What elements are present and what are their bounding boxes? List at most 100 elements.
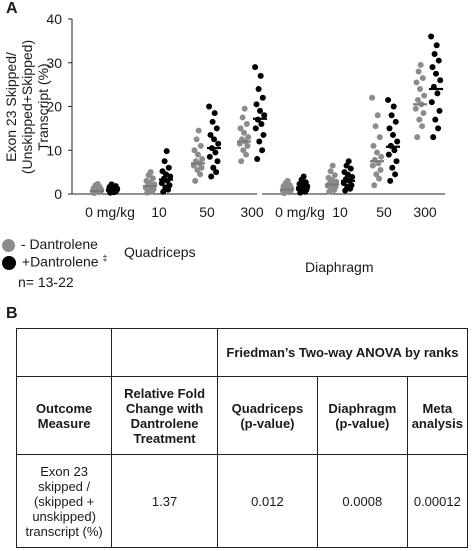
point-plus-dantrolene [428,99,435,106]
legend-minus-dantrolene: - Dantrolene [2,236,98,252]
point-plus-dantrolene [388,112,395,119]
point-minus-dantrolene [331,172,338,179]
point-plus-dantrolene [212,149,219,156]
point-minus-dantrolene [143,177,150,184]
x-tick-label: 50 [376,204,392,220]
y-axis-label-line: Exon 23 Skipped/ [3,52,19,162]
point-plus-dantrolene [391,147,398,154]
point-plus-dantrolene [259,147,266,154]
point-plus-dantrolene [211,110,218,117]
point-plus-dantrolene [300,173,307,180]
point-plus-dantrolene [435,125,442,132]
y-tick-label: 0 [54,186,62,202]
point-minus-dantrolene [197,142,204,149]
point-minus-dantrolene [412,105,419,112]
point-plus-dantrolene [345,158,352,165]
point-minus-dantrolene [197,171,204,178]
point-minus-dantrolene [374,112,381,119]
panel-a-label: A [6,0,18,17]
point-minus-dantrolene [199,156,206,162]
point-minus-dantrolene [374,149,380,156]
point-minus-dantrolene [195,151,201,158]
point-minus-dantrolene [378,153,385,160]
point-plus-dantrolene [435,57,442,64]
point-minus-dantrolene [327,168,334,175]
point-minus-dantrolene [371,182,378,189]
point-minus-dantrolene [377,166,384,173]
point-plus-dantrolene [341,169,348,176]
point-plus-dantrolene [256,138,263,145]
point-minus-dantrolene [284,177,291,184]
point-minus-dantrolene [376,134,383,141]
point-minus-dantrolene [419,75,426,82]
point-minus-dantrolene [243,151,250,158]
point-minus-dantrolene [191,147,198,154]
point-plus-dantrolene [394,138,401,145]
legend-plus-label: +Dantrolene [21,253,99,270]
point-plus-dantrolene [432,116,439,123]
friedman-header: Friedman’s Two-way ANOVA by ranks [216,328,469,377]
point-plus-dantrolene [252,64,259,71]
point-plus-dantrolene [429,64,436,71]
point-plus-dantrolene [254,156,261,162]
y-tick-label: 30 [46,55,62,71]
point-plus-dantrolene [161,158,168,165]
point-plus-dantrolene [428,33,435,40]
point-plus-dantrolene [390,103,397,110]
x-tick-label: 50 [199,204,215,220]
point-minus-dantrolene [325,174,332,181]
point-plus-dantrolene [392,118,399,125]
point-minus-dantrolene [369,94,376,101]
y-axis-label: Exon 23 Skipped/(Unskipped+Skipped)Trans… [3,40,51,174]
point-minus-dantrolene [370,142,377,149]
point-minus-dantrolene [421,92,428,99]
point-plus-dantrolene [213,125,220,132]
point-plus-dantrolene [386,125,393,132]
point-minus-dantrolene [240,147,247,154]
point-plus-dantrolene [433,42,440,49]
point-plus-dantrolene [215,140,222,147]
point-plus-dantrolene [393,158,400,165]
x-tick-label: 10 [151,204,167,220]
point-plus-dantrolene [437,77,444,84]
point-plus-dantrolene [253,101,260,108]
point-minus-dantrolene [195,127,202,134]
point-plus-dantrolene [385,151,392,158]
point-plus-dantrolene [434,90,441,97]
point-minus-dantrolene [373,171,380,178]
legend-n-label: n= 13-22 [18,274,74,290]
row-dia-cell: 0.0008 [316,454,408,548]
point-plus-dantrolene [165,164,172,171]
point-minus-dantrolene [239,114,246,121]
point-plus-dantrolene [385,96,392,103]
point-minus-dantrolene [245,134,252,141]
point-plus-dantrolene [257,72,264,79]
panel-b-label: B [6,305,18,322]
point-plus-dantrolene [347,165,354,172]
row-meta-cell: 0.00012 [406,454,469,548]
point-plus-dantrolene [206,103,213,110]
col-meta-header: Meta analysis [406,376,469,455]
point-plus-dantrolene [210,164,217,171]
legend-minus-label: - Dantrolene [20,236,98,252]
table-row: Exon 23 skipped / (skipped + unskipped) … [15,454,469,548]
point-minus-dantrolene [376,175,383,182]
x-tick-label: 300 [240,204,264,220]
point-plus-dantrolene [257,107,263,114]
legend-plus-mark: ‡ [102,253,108,263]
legend-plus-dantrolene: +Dantrolene ‡ [2,253,107,270]
point-minus-dantrolene [413,79,420,86]
point-plus-dantrolene [206,153,213,160]
row-fold-cell: 1.37 [111,454,218,548]
point-minus-dantrolene [241,129,247,136]
row-quad-cell: 0.012 [216,454,318,548]
point-plus-dantrolene [110,189,117,196]
point-plus-dantrolene [392,171,399,178]
point-minus-dantrolene [416,116,423,123]
point-plus-dantrolene [108,181,115,188]
point-plus-dantrolene [387,177,394,184]
stats-table: Friedman’s Two-way ANOVA by ranks Outcom… [15,328,469,548]
x-tick-label: 300 [413,204,437,220]
group-label-diaphragm: Diaphragm [305,259,374,275]
y-tick-label: 10 [46,142,62,158]
